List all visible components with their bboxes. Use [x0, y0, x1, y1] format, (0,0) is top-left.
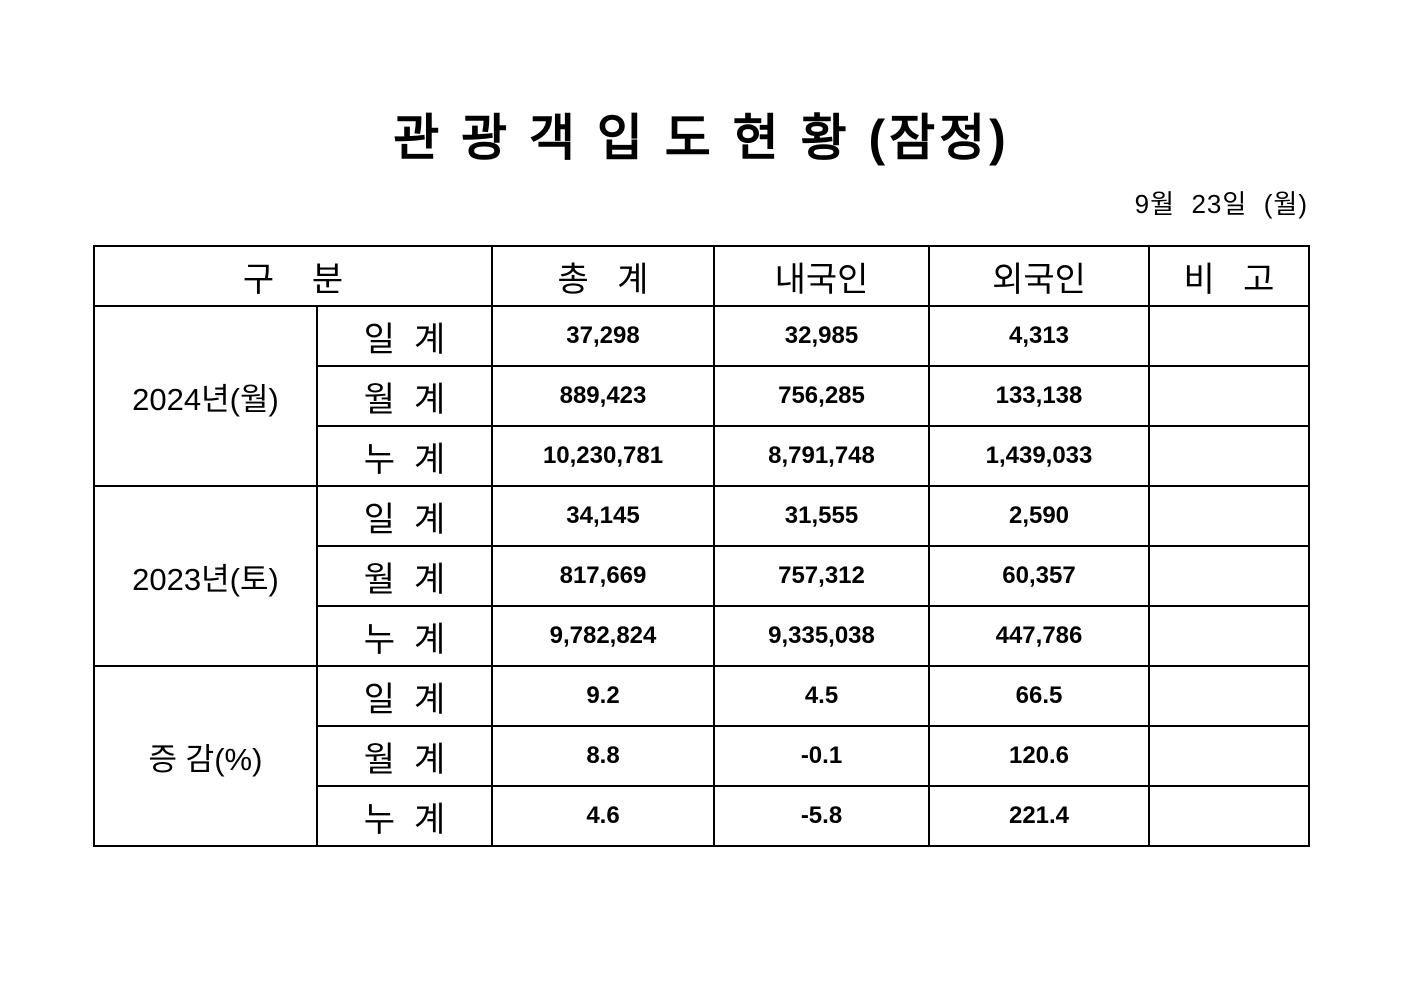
cell-domestic: 31,555 [713, 485, 930, 547]
row-label-monthly: 월 계 [315, 365, 494, 427]
cell-remarks [1148, 725, 1310, 787]
table-row: 월 계 8.8 -0.1 120.6 [94, 725, 1310, 787]
cell-remarks [1148, 305, 1310, 367]
cell-remarks [1148, 485, 1310, 547]
cell-remarks [1148, 785, 1310, 847]
cell-domestic: 9,335,038 [713, 605, 930, 667]
cell-foreign: 133,138 [928, 365, 1150, 427]
table-row: 2023년(토) 일 계 34,145 31,555 2,590 [92, 485, 1310, 667]
table-row: 누 계 10,230,781 8,791,748 1,439,033 [94, 425, 1310, 487]
group-label-change: 증 감(%) [92, 665, 318, 847]
table-header-row: 구 분 총 계 내국인 외국인 비 고 [92, 245, 1310, 307]
table-row: 증 감(%) 일 계 9.2 4.5 66.5 [92, 665, 1310, 847]
cell-remarks [1148, 365, 1310, 427]
cell-domestic: 756,285 [713, 365, 930, 427]
cell-domestic: 32,985 [713, 305, 930, 367]
cell-total: 9.2 [491, 665, 715, 727]
table-row: 누 계 9,782,824 9,335,038 447,786 [94, 605, 1310, 667]
row-label-cumulative: 누 계 [315, 425, 494, 487]
report-date: 9월 23일 (월) [1134, 189, 1308, 219]
group-label-2024: 2024년(월) [92, 305, 318, 487]
cell-domestic: -0.1 [713, 725, 930, 787]
cell-foreign: 60,357 [928, 545, 1150, 607]
cell-foreign: 447,786 [928, 605, 1150, 667]
cell-domestic: 757,312 [713, 545, 930, 607]
group-label-2023: 2023년(토) [92, 485, 318, 667]
table-row: 누 계 4.6 -5.8 221.4 [94, 785, 1310, 847]
header-foreign: 외국인 [928, 245, 1150, 307]
cell-foreign: 120.6 [928, 725, 1150, 787]
cell-foreign: 1,439,033 [928, 425, 1150, 487]
row-label-monthly: 월 계 [315, 545, 494, 607]
header-total: 총 계 [491, 245, 715, 307]
tourist-arrival-table: 구 분 총 계 내국인 외국인 비 고 2024년(월) 일 계 37,298 … [92, 245, 1310, 847]
cell-total: 9,782,824 [491, 605, 715, 667]
cell-remarks [1148, 425, 1310, 487]
page-title: 관 광 객 입 도 현 황 (잠정) [393, 110, 1010, 166]
cell-domestic: 8,791,748 [713, 425, 930, 487]
row-label-cumulative: 누 계 [315, 785, 494, 847]
cell-total: 4.6 [491, 785, 715, 847]
cell-total: 8.8 [491, 725, 715, 787]
row-label-monthly: 월 계 [315, 725, 494, 787]
cell-foreign: 66.5 [928, 665, 1150, 727]
cell-total: 34,145 [491, 485, 715, 547]
cell-remarks [1148, 605, 1310, 667]
table-row: 2024년(월) 일 계 37,298 32,985 4,313 [92, 305, 1310, 487]
table-row: 월 계 889,423 756,285 133,138 [94, 365, 1310, 427]
cell-remarks [1148, 545, 1310, 607]
header-remarks: 비 고 [1148, 245, 1310, 307]
cell-total: 37,298 [491, 305, 715, 367]
cell-foreign: 2,590 [928, 485, 1150, 547]
cell-total: 817,669 [491, 545, 715, 607]
cell-foreign: 4,313 [928, 305, 1150, 367]
row-label-daily: 일 계 [315, 665, 494, 727]
header-category: 구 분 [92, 245, 494, 307]
cell-total: 889,423 [491, 365, 715, 427]
table-row: 월 계 817,669 757,312 60,357 [94, 545, 1310, 607]
row-label-cumulative: 누 계 [315, 605, 494, 667]
cell-domestic: -5.8 [713, 785, 930, 847]
row-label-daily: 일 계 [315, 305, 494, 367]
cell-total: 10,230,781 [491, 425, 715, 487]
header-domestic: 내국인 [713, 245, 930, 307]
cell-foreign: 221.4 [928, 785, 1150, 847]
cell-domestic: 4.5 [713, 665, 930, 727]
row-label-daily: 일 계 [315, 485, 494, 547]
cell-remarks [1148, 665, 1310, 727]
